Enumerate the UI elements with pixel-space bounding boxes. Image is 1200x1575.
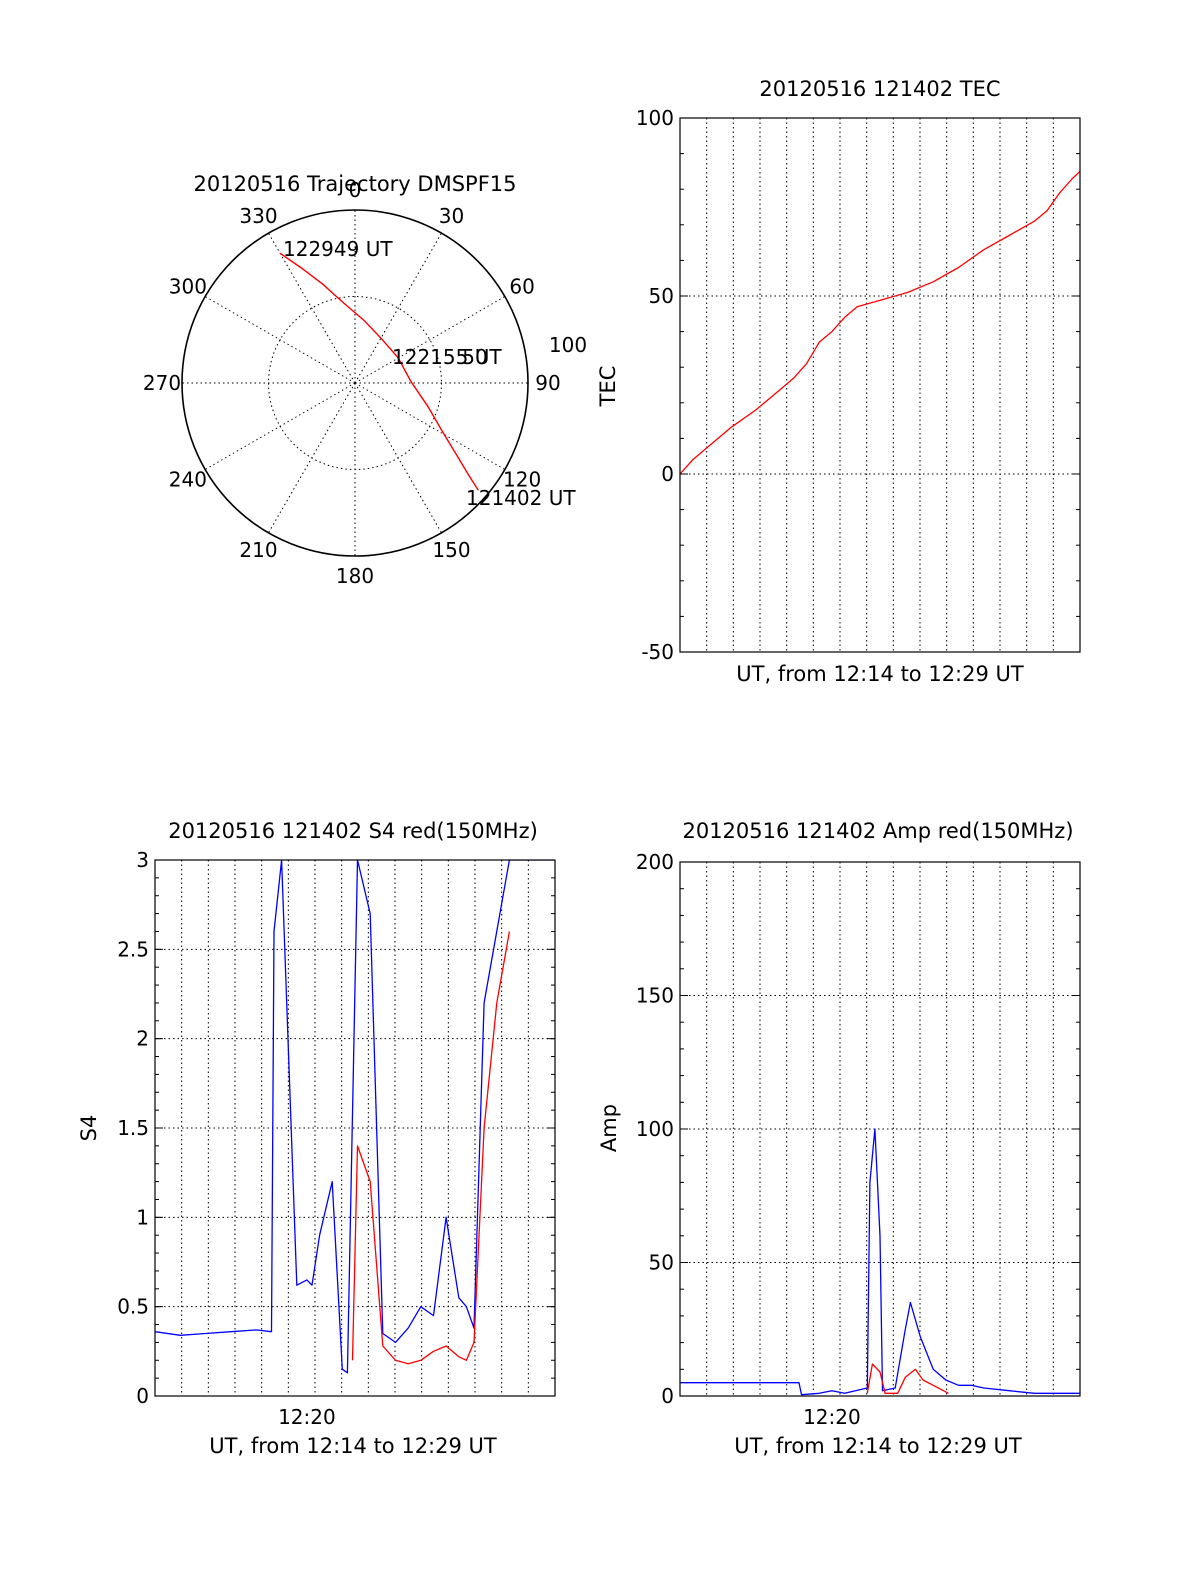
polar-annotation: 122949 UT [283,237,393,261]
tec-x-label: UT, from 12:14 to 12:29 UT [736,662,1024,686]
x-tick-label: 12:20 [278,1405,336,1429]
s4-title: 20120516 121402 S4 red(150MHz) [168,819,538,843]
amp-y-label: Amp [597,1104,621,1152]
series-group [680,170,1080,475]
polar-azimuth-label: 30 [439,204,464,228]
y-tick-label: 2.5 [117,937,149,961]
polar-spoke [354,296,506,384]
tec-panel: 20120516 121402 TEC -50 0 50 100 UT, from 1… [596,77,1081,686]
polar-azimuth-labels: 0 30 60 90 120 150 180 210 240 270 300 330 [143,178,561,588]
series-group [155,860,555,1374]
y-tick-label: 0 [661,462,674,486]
trajectory-line [279,252,479,491]
y-tick-label: 3 [136,848,149,872]
tec-title: 20120516 121402 TEC [759,77,1000,101]
series-line [866,1363,949,1394]
y-tick-label: 50 [649,284,674,308]
polar-grid [181,209,529,557]
polar-panel: 20120516 Trajectory DMSPF15 0 30 60 90 120 15… [143,172,587,588]
plot-frame [154,859,556,1397]
polar-spoke [268,382,356,534]
y-tick-label: 150 [636,984,674,1008]
tec-plot-area: -50 0 50 100 [636,106,1081,664]
polar-azimuth-label: 120 [503,468,541,492]
y-tick-label: 0.5 [117,1295,149,1319]
polar-azimuth-label: 60 [509,275,534,299]
polar-spoke [354,382,506,470]
polar-radial-label: 100 [549,333,587,357]
y-tick-label: 100 [636,106,674,130]
series-group [680,1128,1080,1396]
y-tick-label: 0 [661,1384,674,1408]
amp-x-label: UT, from 12:14 to 12:29 UT [734,1434,1022,1458]
series-line [155,860,555,1374]
y-tick-label: -50 [641,640,674,664]
polar-radial-label: 50 [462,345,487,369]
polar-azimuth-label: 330 [239,204,277,228]
polar-spoke [354,382,442,534]
amp-title: 20120516 121402 Amp red(150MHz) [682,819,1073,843]
polar-trajectory [279,252,479,491]
y-tick-label: 100 [636,1117,674,1141]
polar-outer-circle [181,209,529,557]
s4-y-label: S4 [77,1115,101,1142]
polar-annotations: 122949 UT 122155 UT 121402 UT [283,237,576,510]
amp-panel: 20120516 121402 Amp red(150MHz) 0 50 100 15… [597,819,1081,1458]
series-line [680,170,1080,475]
polar-annotation: 122155 UT [392,345,502,369]
series-line [680,1128,1080,1396]
tec-y-label: TEC [596,366,620,408]
plot-frame [679,861,1081,1397]
polar-annotation: 121402 UT [466,486,576,510]
polar-spoke [204,296,356,384]
polar-spoke [268,232,356,384]
polar-azimuth-label: 270 [143,371,181,395]
polar-azimuth-label: 0 [349,178,362,202]
y-tick-label: 0 [136,1384,149,1408]
y-tick-label: 1 [136,1205,149,1229]
polar-azimuth-label: 180 [336,564,374,588]
polar-spoke [204,382,356,470]
x-tick-label: 12:20 [803,1405,861,1429]
y-tick-label: 1.5 [117,1116,149,1140]
y-tick-label: 200 [636,850,674,874]
y-tick-label: 2 [136,1027,149,1051]
polar-radial-labels: 50 100 [462,333,587,369]
s4-plot-area: 0 0.5 1 1.5 2 2.5 3 12:20 [117,848,556,1429]
polar-spoke [354,232,442,384]
s4-x-label: UT, from 12:14 to 12:29 UT [209,1434,497,1458]
y-tick-label: 50 [649,1251,674,1275]
amp-plot-area: 0 50 100 150 200 12:20 [636,850,1081,1429]
polar-azimuth-label: 240 [169,468,207,492]
series-line [351,931,511,1365]
polar-azimuth-label: 210 [239,538,277,562]
polar-title: 20120516 Trajectory DMSPF15 [193,172,516,196]
polar-azimuth-label: 150 [432,538,470,562]
s4-panel: 20120516 121402 S4 red(150MHz) 0 0.5 1 1.5 2… [77,819,556,1458]
polar-azimuth-label: 90 [535,371,560,395]
polar-azimuth-label: 300 [169,275,207,299]
plot-frame [679,117,1081,653]
